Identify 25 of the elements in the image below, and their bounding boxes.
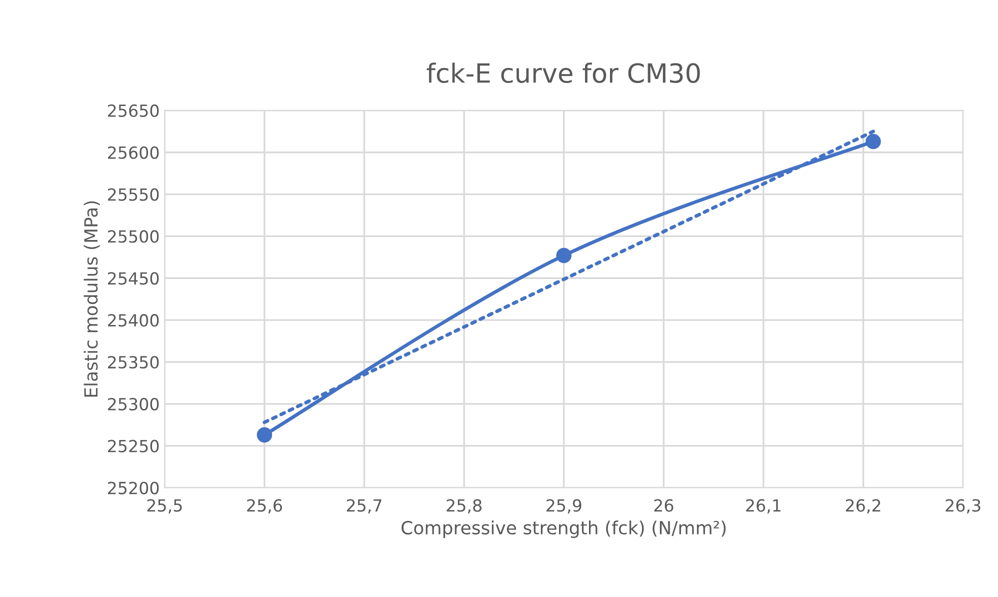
y-tick-label: 25250 xyxy=(108,440,159,452)
x-tick-label: 26 xyxy=(654,499,674,512)
y-tick-label: 25650 xyxy=(108,104,159,118)
y-tick-label: 25350 xyxy=(108,356,159,369)
y-tick-label: 25400 xyxy=(108,314,159,327)
x-tick-label: 26,3 xyxy=(946,499,980,514)
x-tick-label: 25,6 xyxy=(247,499,282,514)
x-tick-label: 25,9 xyxy=(546,499,582,514)
x-tick-label: 25,5 xyxy=(147,499,182,514)
x-tick-label: 25,8 xyxy=(446,499,482,514)
point xyxy=(556,248,572,264)
x-axis-title: Compressive strength (fck) (N/mm²) xyxy=(402,520,726,538)
point xyxy=(256,427,272,443)
y-axis-title: Elastic modulus (MPa) xyxy=(84,201,100,397)
x-tick-label: 26,2 xyxy=(846,499,880,514)
y-tick-label: 25200 xyxy=(108,482,159,494)
y-tick-label: 25500 xyxy=(108,230,159,243)
chart-title: fck-E curve for CM30 xyxy=(426,62,700,84)
x-tick-label: 25,7 xyxy=(346,499,382,514)
x-tick-label: 26,1 xyxy=(746,499,780,514)
y-tick-label: 25600 xyxy=(108,146,159,159)
y-tick-label: 25550 xyxy=(108,188,159,201)
point xyxy=(866,134,881,150)
y-tick-label: 25300 xyxy=(108,398,159,410)
y-tick-label: 25450 xyxy=(108,272,159,285)
